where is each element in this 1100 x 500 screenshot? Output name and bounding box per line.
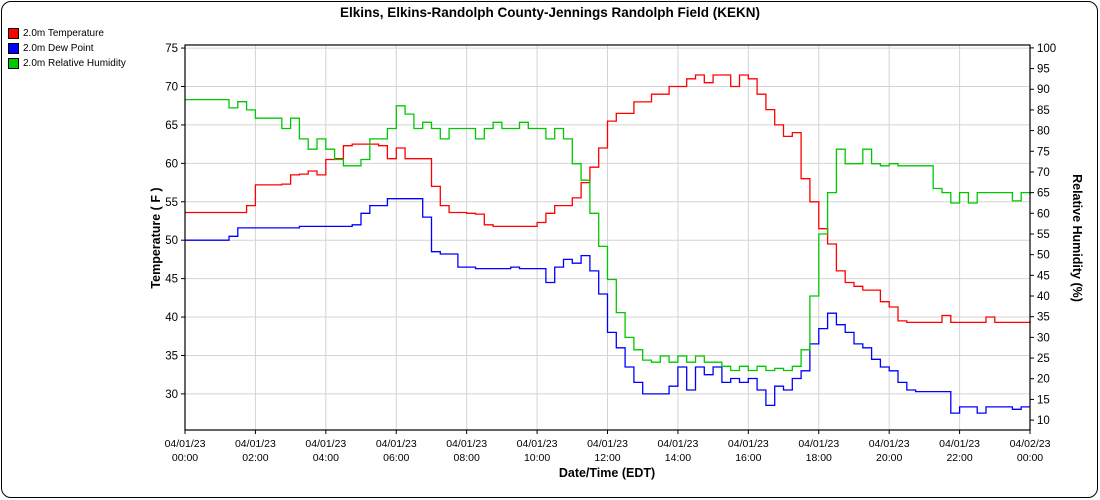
right-axis-tick-label: 40 [1037,291,1050,303]
x-axis-tick-time: 16:00 [735,452,761,464]
right-axis-tick-label: 75 [1037,146,1050,158]
x-axis-tick-time: 00:00 [1017,452,1043,464]
right-axis-tick-label: 20 [1037,374,1050,386]
right-axis-tick-label: 15 [1037,394,1050,406]
x-axis-tick-date: 04/01/23 [798,438,839,450]
left-axis-tick-label: 50 [165,235,178,247]
x-axis-tick-time: 18:00 [806,452,832,464]
x-axis-tick-date: 04/01/23 [446,438,487,450]
x-axis-tick-date: 04/01/23 [728,438,769,450]
y-axis-label-temperature: Temperature ( F ) [149,187,163,289]
chart-title: Elkins, Elkins-Randolph County-Jennings … [339,5,760,20]
x-axis-tick-date: 04/01/23 [657,438,698,450]
series-line-relative-humidity [185,98,1031,372]
x-axis-tick-date: 04/01/23 [235,438,276,450]
x-axis-tick-time: 14:00 [665,452,691,464]
legend-label: 2.0m Temperature [23,28,104,39]
x-axis-tick-time: 04:00 [313,452,339,464]
legend-swatch-icon [8,28,19,39]
legend-swatch-icon [8,43,19,54]
left-axis-tick-label: 45 [165,274,178,286]
series-line-temperature [185,74,1031,324]
legend-swatch-icon [8,58,19,69]
right-axis-tick-label: 90 [1037,84,1050,96]
left-axis-tick-label: 70 [165,81,178,93]
right-axis-tick-label: 35 [1037,312,1050,324]
legend-label: 2.0m Dew Point [23,43,94,54]
right-axis-tick-label: 95 [1037,64,1050,76]
x-axis-tick-time: 02:00 [242,452,268,464]
left-axis-tick-label: 75 [165,43,178,55]
right-axis-tick-label: 55 [1037,229,1050,241]
left-axis-tick-label: 40 [165,312,178,324]
right-axis-tick-label: 60 [1037,208,1050,220]
right-axis-tick-label: 50 [1037,250,1050,262]
x-axis-tick-time: 00:00 [172,452,198,464]
right-axis-tick-label: 85 [1037,105,1050,117]
legend-item: 2.0m Relative Humidity [8,57,126,70]
x-axis-tick-date: 04/01/23 [517,438,558,450]
x-axis-tick-time: 10:00 [524,452,550,464]
left-axis-tick-label: 55 [165,197,178,209]
x-axis-tick-date: 04/01/23 [165,438,206,450]
x-axis-tick-time: 20:00 [876,452,902,464]
left-axis-tick-label: 65 [165,120,178,132]
x-axis-label: Date/Time (EDT) [558,466,656,480]
legend-item: 2.0m Temperature [8,27,126,40]
x-axis-tick-date: 04/01/23 [587,438,628,450]
y-axis-label-humidity: Relative Humidity (%) [1070,174,1084,302]
x-axis-tick-time: 12:00 [594,452,620,464]
right-axis-tick-label: 100 [1037,43,1056,55]
right-axis-tick-label: 80 [1037,126,1050,138]
legend: 2.0m Temperature 2.0m Dew Point 2.0m Relat… [8,27,126,70]
right-axis-tick-label: 65 [1037,188,1050,200]
right-axis-tick-label: 25 [1037,353,1050,365]
right-axis-tick-label: 70 [1037,167,1050,179]
left-axis-tick-label: 35 [165,350,178,362]
right-axis-tick-label: 30 [1037,332,1050,344]
legend-item: 2.0m Dew Point [8,42,126,55]
x-axis-tick-date: 04/01/23 [869,438,910,450]
right-axis-tick-label: 10 [1037,415,1050,427]
x-axis-tick-date: 04/01/23 [305,438,346,450]
series-line-dew-point [185,198,1030,414]
right-axis-tick-label: 45 [1037,270,1050,282]
x-axis-tick-date: 04/02/23 [1010,438,1051,450]
x-axis-tick-time: 22:00 [946,452,972,464]
left-axis-tick-label: 60 [165,158,178,170]
left-axis-tick-label: 30 [165,389,178,401]
legend-label: 2.0m Relative Humidity [23,58,126,69]
x-axis-tick-date: 04/01/23 [939,438,980,450]
x-axis-tick-time: 06:00 [383,452,409,464]
x-axis-tick-date: 04/01/23 [376,438,417,450]
x-axis-tick-time: 08:00 [454,452,480,464]
